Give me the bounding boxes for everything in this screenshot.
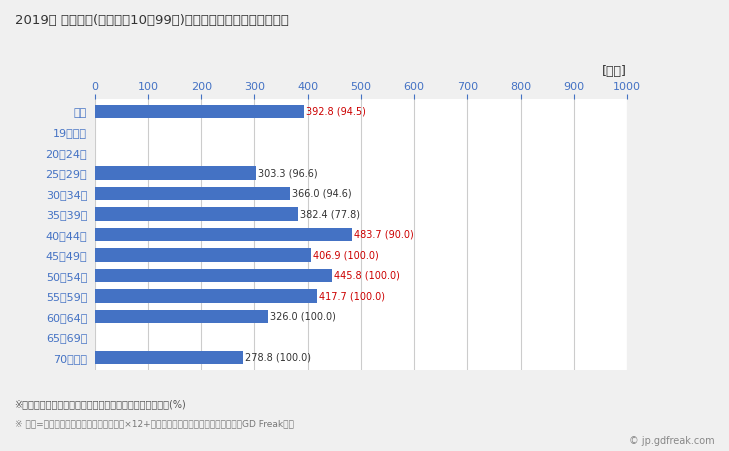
Text: 303.3 (96.6): 303.3 (96.6) — [258, 168, 318, 178]
Text: 278.8 (100.0): 278.8 (100.0) — [245, 353, 311, 363]
Bar — [95, 187, 289, 200]
Text: 406.9 (100.0): 406.9 (100.0) — [313, 250, 379, 260]
Bar — [95, 290, 317, 303]
Text: 483.7 (90.0): 483.7 (90.0) — [354, 230, 414, 239]
Text: ※（）内は域内の同業種・同年齢層の平均所得に対する比(%): ※（）内は域内の同業種・同年齢層の平均所得に対する比(%) — [15, 399, 187, 409]
Bar — [95, 207, 298, 221]
Text: 417.7 (100.0): 417.7 (100.0) — [319, 291, 385, 301]
Bar — [95, 249, 311, 262]
Text: 2019年 民間企業(従業者数10〜99人)フルタイム労働者の平均年収: 2019年 民間企業(従業者数10〜99人)フルタイム労働者の平均年収 — [15, 14, 289, 27]
Text: 392.8 (94.5): 392.8 (94.5) — [306, 106, 366, 116]
Bar — [95, 105, 304, 118]
Bar — [95, 166, 256, 179]
Text: ※ 年収=「きまって支給する現金給与額」×12+「年間賞与その他特別給与額」としてGD Freak推計: ※ 年収=「きまって支給する現金給与額」×12+「年間賞与その他特別給与額」とし… — [15, 419, 294, 428]
Bar — [95, 351, 243, 364]
Bar — [95, 310, 268, 323]
Text: 326.0 (100.0): 326.0 (100.0) — [270, 312, 336, 322]
Text: 445.8 (100.0): 445.8 (100.0) — [334, 271, 400, 281]
Text: 366.0 (94.6): 366.0 (94.6) — [292, 189, 351, 198]
Text: © jp.gdfreak.com: © jp.gdfreak.com — [629, 437, 714, 446]
Text: [万円]: [万円] — [602, 64, 627, 78]
Bar — [95, 228, 352, 241]
Text: 382.4 (77.8): 382.4 (77.8) — [300, 209, 360, 219]
Bar — [95, 269, 332, 282]
